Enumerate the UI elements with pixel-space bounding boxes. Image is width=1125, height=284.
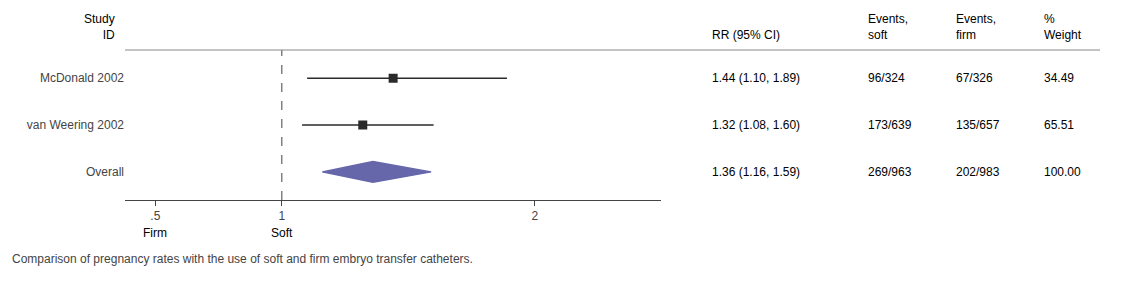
- svg-text:1.32 (1.08, 1.60): 1.32 (1.08, 1.60): [712, 118, 800, 132]
- svg-text:202/983: 202/983: [956, 165, 1000, 179]
- svg-text:2: 2: [531, 209, 538, 223]
- svg-text:Comparison of pregnancy rates: Comparison of pregnancy rates with the u…: [12, 252, 473, 266]
- svg-text:van Weering 2002: van Weering 2002: [27, 118, 125, 132]
- svg-text:Events,soft: Events,soft: [868, 12, 908, 42]
- svg-text:34.49: 34.49: [1044, 71, 1074, 85]
- svg-text:135/657: 135/657: [956, 118, 1000, 132]
- svg-text:1.44 (1.10, 1.89): 1.44 (1.10, 1.89): [712, 71, 800, 85]
- svg-text:67/326: 67/326: [956, 71, 993, 85]
- svg-text:100.00: 100.00: [1044, 165, 1081, 179]
- svg-text:173/639: 173/639: [868, 118, 912, 132]
- svg-text:Events,firm: Events,firm: [956, 12, 996, 42]
- svg-text:96/324: 96/324: [868, 71, 905, 85]
- svg-text:McDonald 2002: McDonald 2002: [40, 71, 124, 85]
- svg-text:1.36 (1.16, 1.59): 1.36 (1.16, 1.59): [712, 165, 800, 179]
- svg-text:Soft: Soft: [271, 226, 293, 240]
- svg-text:RR (95% CI): RR (95% CI): [712, 28, 780, 42]
- svg-text:%Weight: %Weight: [1044, 12, 1082, 42]
- svg-text:.5: .5: [150, 209, 160, 223]
- svg-text:65.51: 65.51: [1044, 118, 1074, 132]
- svg-text:Firm: Firm: [143, 226, 167, 240]
- svg-text:1: 1: [278, 209, 285, 223]
- svg-text:StudyID: StudyID: [84, 12, 115, 42]
- svg-text:Overall: Overall: [86, 165, 124, 179]
- svg-text:269/963: 269/963: [868, 165, 912, 179]
